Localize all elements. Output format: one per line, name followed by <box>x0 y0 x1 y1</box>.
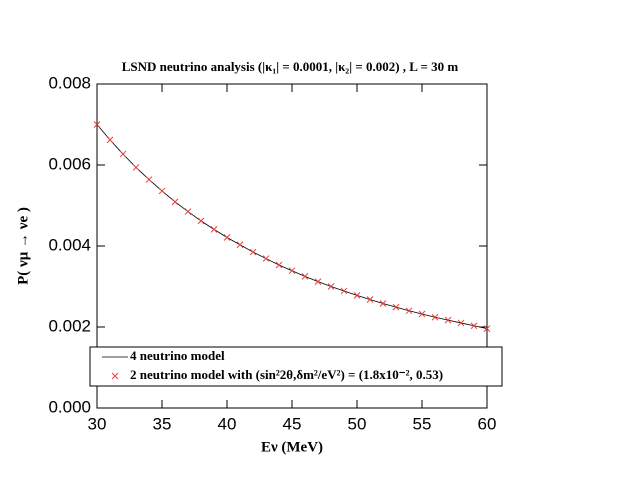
y-tick-label: 0.000 <box>48 397 91 416</box>
legend-label: 4 neutrino model <box>130 348 225 363</box>
x-tick-label: 30 <box>88 414 107 433</box>
marker <box>379 300 387 307</box>
marker <box>171 198 179 206</box>
marker <box>93 121 101 128</box>
marker <box>405 307 413 315</box>
marker <box>119 150 127 158</box>
marker <box>275 261 283 269</box>
marker <box>236 241 244 249</box>
marker <box>366 296 374 303</box>
legend-marker <box>111 372 119 380</box>
marker <box>145 176 153 183</box>
marker <box>262 255 270 262</box>
marker <box>301 273 309 280</box>
y-tick-label: 0.004 <box>48 235 91 254</box>
marker <box>249 248 257 256</box>
marker <box>158 187 166 195</box>
x-tick-label: 50 <box>348 414 367 433</box>
marker <box>431 313 439 321</box>
marker <box>418 310 426 318</box>
legend-label: 2 neutrino model with (sin²2θ,δm²/eV²) =… <box>130 367 443 382</box>
marker <box>132 164 140 171</box>
y-tick-label: 0.002 <box>48 316 91 335</box>
marker <box>483 325 491 332</box>
marker <box>184 208 192 215</box>
marker <box>353 292 361 299</box>
marker <box>210 226 218 233</box>
marker <box>340 287 348 295</box>
marker <box>288 267 296 275</box>
series-line <box>96 124 488 330</box>
marker <box>457 319 465 327</box>
marker <box>106 136 114 144</box>
y-tick-label: 0.008 <box>48 73 91 92</box>
x-tick-label: 35 <box>153 414 172 433</box>
legend-box <box>89 346 503 387</box>
chart-title: LSND neutrino analysis (|κ₁| = 0.0001, |… <box>122 59 459 74</box>
marker <box>444 316 452 324</box>
y-axis-label: P( νμ → νe ) <box>15 207 31 285</box>
marker <box>197 217 205 225</box>
marker <box>327 283 335 290</box>
marker <box>314 278 322 285</box>
marker <box>470 322 478 330</box>
x-tick-label: 45 <box>283 414 302 433</box>
y-tick-label: 0.006 <box>48 154 91 173</box>
marker <box>223 234 231 241</box>
x-axis-label: Eν (MeV) <box>261 439 323 455</box>
x-tick-label: 40 <box>218 414 237 433</box>
x-tick-label: 55 <box>413 414 432 433</box>
marker <box>392 303 400 311</box>
x-tick-label: 60 <box>478 414 497 433</box>
